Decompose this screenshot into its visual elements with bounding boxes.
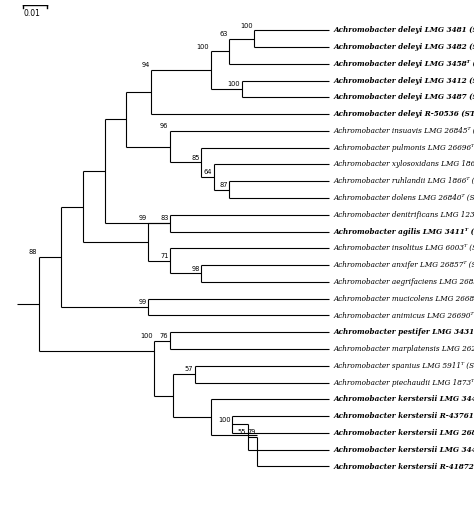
- Text: 57: 57: [185, 367, 193, 373]
- Text: Achromobacter insolitus LMG 6003ᵀ (ST-99): Achromobacter insolitus LMG 6003ᵀ (ST-99…: [334, 244, 474, 252]
- Text: Achromobacter marplatensis LMG 26219ᵀ (ST-208): Achromobacter marplatensis LMG 26219ᵀ (S…: [334, 345, 474, 353]
- Text: Achromobacter deleyi LMG 3482 (ST-134): Achromobacter deleyi LMG 3482 (ST-134): [334, 43, 474, 51]
- Text: Achromobacter deleyi LMG 3458ᵀ (ST-133): Achromobacter deleyi LMG 3458ᵀ (ST-133): [334, 60, 474, 68]
- Text: Achromobacter spanius LMG 5911ᵀ (ST-112): Achromobacter spanius LMG 5911ᵀ (ST-112): [334, 362, 474, 370]
- Text: Achromobacter anxifer LMG 26857ᵀ (ST-100): Achromobacter anxifer LMG 26857ᵀ (ST-100…: [334, 261, 474, 269]
- Text: Achromobacter dolens LMG 26840ᵀ (ST-49): Achromobacter dolens LMG 26840ᵀ (ST-49): [334, 194, 474, 202]
- Text: Achromobacter kerstersii LMG 3441ᵀ (ST-138): Achromobacter kerstersii LMG 3441ᵀ (ST-1…: [334, 395, 474, 403]
- Text: 99: 99: [138, 216, 146, 222]
- Text: 100: 100: [140, 333, 153, 339]
- Text: 100: 100: [196, 43, 209, 49]
- Text: Achromobacter animicus LMG 26690ᵀ (ST-111): Achromobacter animicus LMG 26690ᵀ (ST-11…: [334, 312, 474, 319]
- Text: Achromobacter ruhlandii LMG 1866ᵀ (ST-30): Achromobacter ruhlandii LMG 1866ᵀ (ST-30…: [334, 177, 474, 185]
- Text: Achromobacter kerstersii LMG 26862 (ST-195): Achromobacter kerstersii LMG 26862 (ST-1…: [334, 429, 474, 437]
- Text: 79: 79: [247, 429, 255, 435]
- Text: Achromobacter pulmonis LMG 26696ᵀ (ST-46): Achromobacter pulmonis LMG 26696ᵀ (ST-46…: [334, 143, 474, 152]
- Text: 99: 99: [138, 299, 146, 306]
- Text: 76: 76: [160, 333, 168, 339]
- Text: Achromobacter deleyi LMG 3487 (ST-141): Achromobacter deleyi LMG 3487 (ST-141): [334, 93, 474, 102]
- Text: Achromobacter deleyi LMG 3412 (ST-132): Achromobacter deleyi LMG 3412 (ST-132): [334, 77, 474, 84]
- Text: 64: 64: [203, 169, 212, 175]
- Text: 88: 88: [29, 249, 37, 255]
- Text: 55: 55: [238, 429, 246, 435]
- Text: 100: 100: [228, 81, 240, 87]
- Text: 100: 100: [218, 417, 231, 423]
- Text: 85: 85: [191, 155, 200, 161]
- Text: Achromobacter kerstersii R-41872 (ST-193): Achromobacter kerstersii R-41872 (ST-193…: [334, 463, 474, 470]
- Text: 0.01: 0.01: [23, 9, 40, 18]
- Text: 94: 94: [141, 63, 150, 68]
- Text: 71: 71: [160, 253, 168, 259]
- Text: Achromobacter deleyi R-50536 (ST-131): Achromobacter deleyi R-50536 (ST-131): [334, 110, 474, 118]
- Text: Achromobacter xylosoxidans LMG 1863ᵀ (ST-20): Achromobacter xylosoxidans LMG 1863ᵀ (ST…: [334, 161, 474, 169]
- Text: Achromobacter mucicolens LMG 26685ᵀ (ST-106): Achromobacter mucicolens LMG 26685ᵀ (ST-…: [334, 294, 474, 302]
- Text: Achromobacter deleyi LMG 3481 (ST-134): Achromobacter deleyi LMG 3481 (ST-134): [334, 26, 474, 34]
- Text: Achromobacter pestifer LMG 3431ᵀ (ST-136): Achromobacter pestifer LMG 3431ᵀ (ST-136…: [334, 328, 474, 336]
- Text: 63: 63: [219, 31, 228, 37]
- Text: 100: 100: [240, 23, 253, 29]
- Text: Achromobacter aegrifaciens LMG 26852ᵀ (ST-146): Achromobacter aegrifaciens LMG 26852ᵀ (S…: [334, 278, 474, 286]
- Text: Achromobacter denitrificans LMG 1231ᵀ (ST-102): Achromobacter denitrificans LMG 1231ᵀ (S…: [334, 211, 474, 219]
- Text: 98: 98: [191, 266, 200, 272]
- Text: Achromobacter agilis LMG 3411ᵀ (ST-140): Achromobacter agilis LMG 3411ᵀ (ST-140): [334, 228, 474, 235]
- Text: Achromobacter insuavis LMG 26845ᵀ (ST-60): Achromobacter insuavis LMG 26845ᵀ (ST-60…: [334, 127, 474, 135]
- Text: Achromobacter piechaudii LMG 1873ᵀ (ST-122): Achromobacter piechaudii LMG 1873ᵀ (ST-1…: [334, 379, 474, 386]
- Text: Achromobacter kerstersii LMG 3442 (ST-139): Achromobacter kerstersii LMG 3442 (ST-13…: [334, 445, 474, 453]
- Text: 83: 83: [160, 216, 168, 222]
- Text: 96: 96: [160, 123, 168, 129]
- Text: 87: 87: [219, 182, 228, 188]
- Text: Achromobacter kerstersii R-43761 (ST-194): Achromobacter kerstersii R-43761 (ST-194…: [334, 412, 474, 420]
